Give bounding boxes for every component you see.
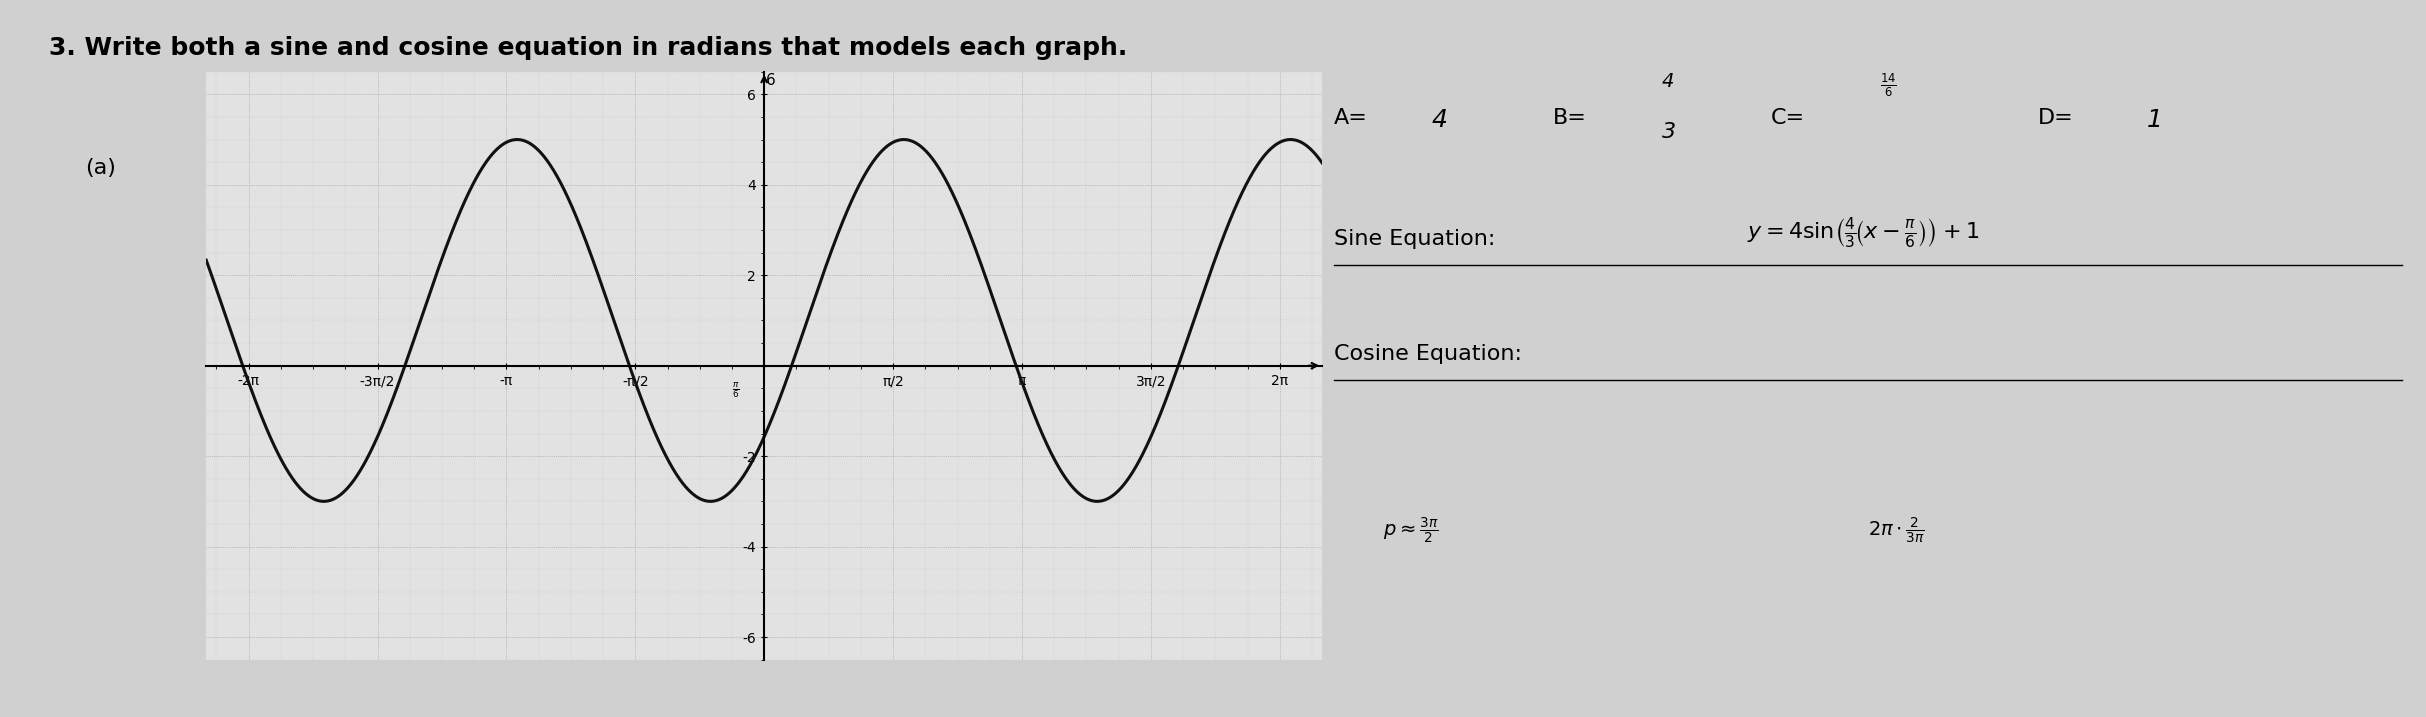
Text: B=: B= xyxy=(1553,108,1587,128)
Text: (a): (a) xyxy=(85,158,116,178)
Text: 4: 4 xyxy=(1662,72,1674,90)
Text: 6: 6 xyxy=(767,73,776,88)
Text: 1: 1 xyxy=(2147,108,2164,131)
Text: $\frac{\pi}{6}$: $\frac{\pi}{6}$ xyxy=(733,381,740,400)
Text: $y = 4\sin\!\left(\frac{4}{3}\!\left(x-\frac{\pi}{6}\right)\right)+1$: $y = 4\sin\!\left(\frac{4}{3}\!\left(x-\… xyxy=(1747,215,1980,250)
Text: 4: 4 xyxy=(1431,108,1448,131)
Text: 3. Write both a sine and cosine equation in radians that models each graph.: 3. Write both a sine and cosine equation… xyxy=(49,36,1126,60)
Text: Sine Equation:: Sine Equation: xyxy=(1334,229,1497,250)
Text: $2\pi \cdot \frac{2}{3\pi}$: $2\pi \cdot \frac{2}{3\pi}$ xyxy=(1868,516,1926,546)
Text: D=: D= xyxy=(2038,108,2074,128)
Text: A=: A= xyxy=(1334,108,1368,128)
Text: $p \approx \frac{3\pi}{2}$: $p \approx \frac{3\pi}{2}$ xyxy=(1383,516,1439,546)
Text: 3: 3 xyxy=(1662,122,1676,142)
Text: C=: C= xyxy=(1771,108,1805,128)
Text: Cosine Equation:: Cosine Equation: xyxy=(1334,344,1521,364)
Text: $\frac{14}{6}$: $\frac{14}{6}$ xyxy=(1880,72,1897,99)
